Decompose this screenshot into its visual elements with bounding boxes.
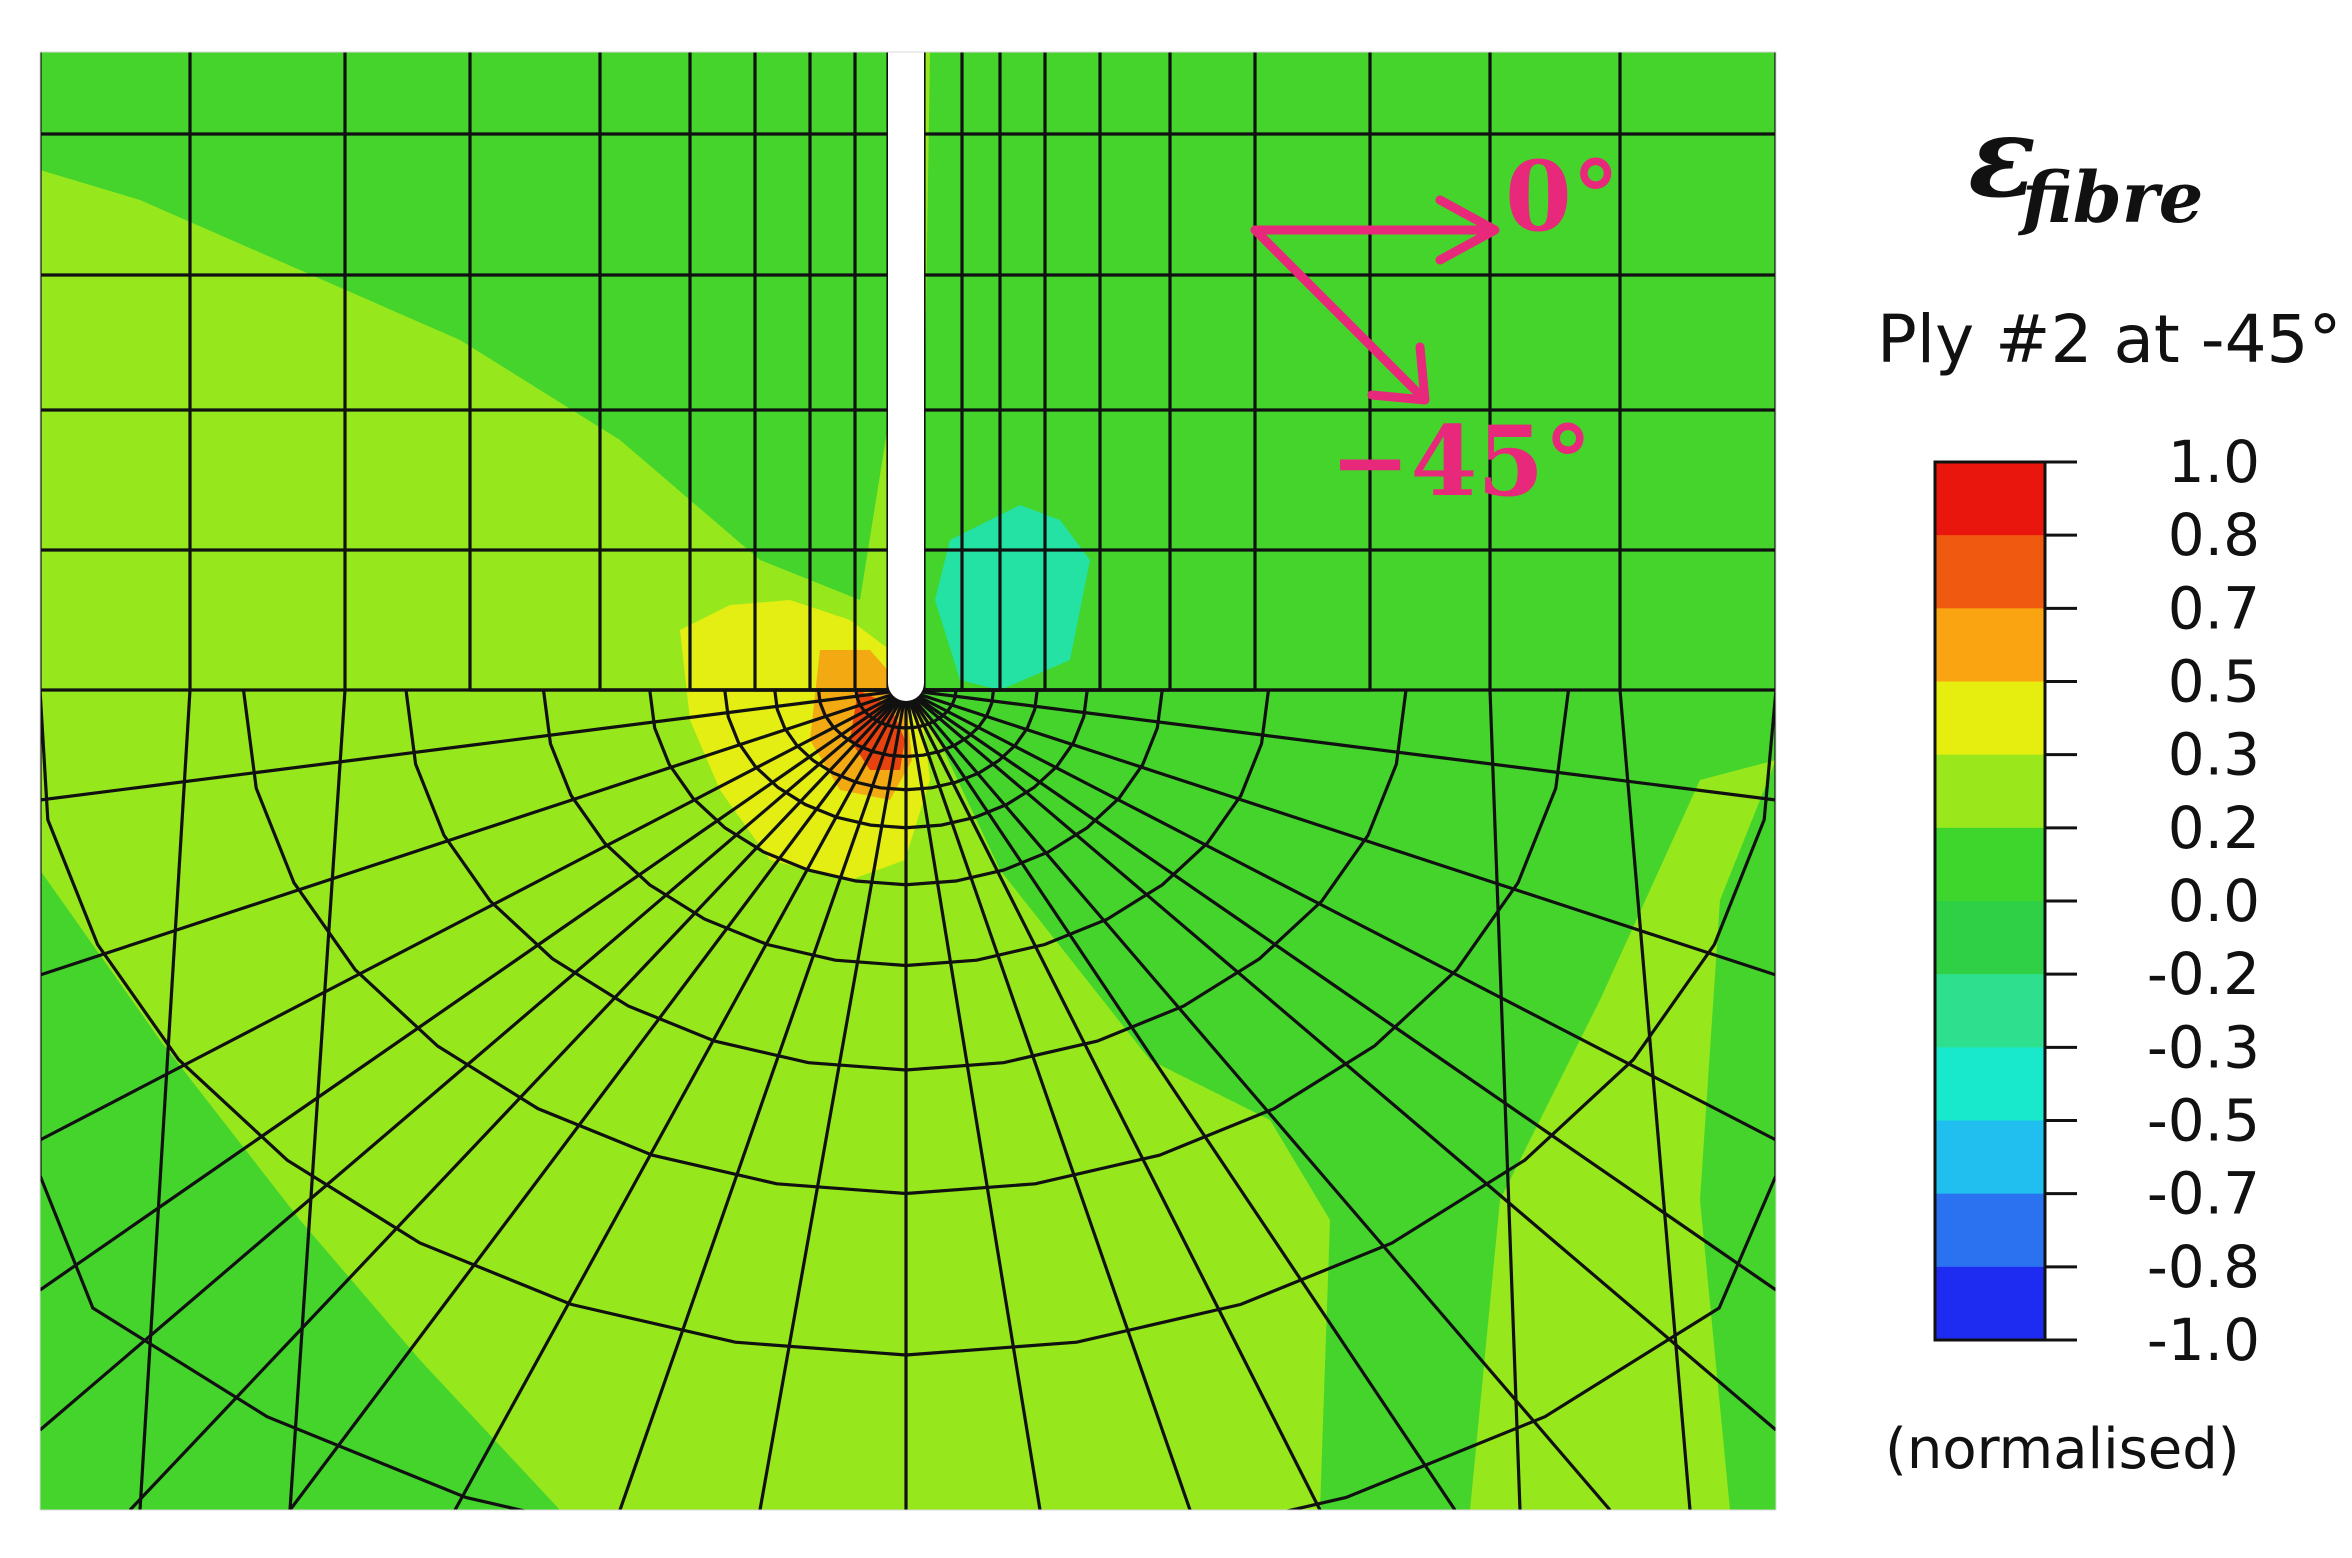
mesh-line (904, 689, 1457, 1510)
mesh-line (854, 689, 958, 730)
colorbar-swatch (1935, 827, 2045, 902)
mesh-line (648, 689, 1164, 887)
mesh-line (288, 689, 347, 1510)
mesh-line (905, 688, 1776, 1142)
mesh-line (453, 689, 908, 1510)
colorbar-tick-label: 0.0 (2168, 867, 2260, 935)
colorbar-swatch (1935, 1266, 2045, 1341)
mesh-line (1618, 689, 1692, 1510)
mesh-line (288, 689, 908, 1510)
legend-footer: (normalised) (1885, 1417, 2240, 1482)
mesh-line (904, 689, 1322, 1510)
colorbar-tick-label: 0.2 (2168, 794, 2260, 862)
colorbar-tick-label: 0.7 (2168, 574, 2260, 642)
label-minus45-deg: −45° (1330, 405, 1592, 518)
colorbar-tick-label: -1.0 (2147, 1306, 2260, 1374)
colorbar-tick-label: -0.8 (2147, 1233, 2260, 1301)
colorbar-swatch (1935, 1193, 2045, 1268)
color-legend: ε fibre Ply #2 at -45° 1.00.80.70.50.30.… (1877, 92, 2342, 1482)
mesh-line (905, 688, 1776, 1292)
arrow-minus45-deg-head (1367, 342, 1430, 405)
field-region-top-right-green (920, 52, 1776, 1510)
notch (888, 52, 924, 701)
mesh-line (1488, 689, 1522, 1510)
mesh-line (773, 689, 1039, 792)
mesh-line (723, 689, 1089, 830)
field-region-left-lower-green (40, 870, 560, 1510)
mesh-line (40, 688, 907, 977)
mesh-line (905, 688, 1776, 977)
colorbar-tick-label: -0.7 (2147, 1160, 2260, 1228)
colorbar-swatch (1935, 681, 2045, 756)
colorbar-swatch (1935, 901, 2045, 975)
colorbar-tick-label: 1.0 (2168, 428, 2260, 496)
mesh-line (138, 689, 192, 1510)
colorbar-tick-label: -0.3 (2147, 1013, 2260, 1081)
mesh-line (541, 689, 1271, 968)
colorbar-tick-label: -0.2 (2147, 940, 2260, 1008)
mesh-line (241, 689, 1571, 1196)
mesh-line (40, 688, 907, 1292)
colorbar (1933, 460, 2077, 1342)
colorbar-swatch (1935, 535, 2045, 609)
label-0-deg: 0° (1505, 140, 1620, 253)
arrow-0-deg-head (1435, 195, 1500, 265)
legend-symbol: ε (1968, 92, 2036, 223)
mesh-line (816, 689, 996, 759)
colorbar-tick-labels: 1.00.80.70.50.30.20.0-0.2-0.3-0.5-0.7-0.… (2147, 428, 2260, 1374)
mesh-line (618, 689, 908, 1510)
mesh-line (404, 689, 1408, 1072)
plot-frame (39, 51, 1777, 1511)
mesh-line (128, 688, 908, 1510)
colorbar-swatch (1935, 974, 2045, 1048)
colorbar-swatch (1935, 754, 2045, 829)
mesh-line (40, 689, 1776, 1357)
colorbar-swatch (1935, 1120, 2045, 1195)
mesh-line (904, 688, 1776, 1432)
legend-subtitle: Ply #2 at -45° (1877, 301, 2342, 378)
colorbar-tick-label: 0.5 (2168, 648, 2260, 716)
field-region-right-edge-green (1700, 760, 1776, 1510)
colorbar-tick-label: 0.8 (2168, 501, 2260, 569)
colorbar-tick-label: 0.3 (2168, 721, 2260, 789)
mesh-line (904, 688, 1612, 1510)
colorbar-swatch (1935, 1047, 2045, 1121)
mesh-line (904, 689, 1192, 1510)
colorbar-swatch (1935, 608, 2045, 682)
colorbar-swatch (1935, 462, 2045, 536)
arrow-minus45-deg-shaft (1250, 225, 1425, 400)
mesh-line (905, 688, 1776, 802)
mesh-line (40, 688, 908, 1432)
legend-symbol-subscript: fibre (2017, 156, 2203, 239)
direction-indicator: 0° −45° (1250, 140, 1620, 518)
colorbar-tick-label: -0.5 (2147, 1087, 2260, 1155)
